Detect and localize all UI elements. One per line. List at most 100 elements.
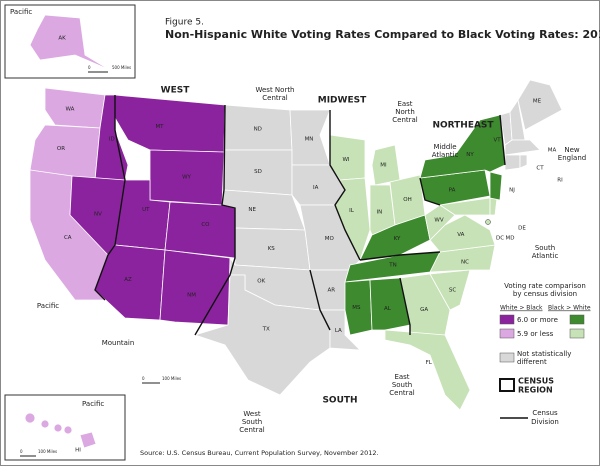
legend-label: different: [517, 358, 547, 366]
state-label: NC: [461, 259, 469, 265]
state-ak: [29, 14, 111, 71]
division-label: West: [243, 410, 260, 418]
island: [40, 419, 50, 429]
island: [24, 412, 36, 424]
state-dc: [485, 219, 491, 225]
division-label: Atlantic: [532, 252, 559, 260]
scale-label: 500 Miles: [112, 65, 131, 70]
division-label: Central: [262, 94, 288, 102]
division-label: Atlantic: [432, 151, 459, 159]
state-label: IA: [313, 185, 319, 191]
division-boundary: [359, 251, 441, 261]
region-label: MIDWEST: [318, 96, 367, 106]
division-label: Mountain: [102, 339, 135, 347]
scale-label: 100 Miles: [162, 376, 181, 381]
legend-swatch: [569, 314, 585, 325]
state-nc: [429, 244, 496, 273]
legend-header: White > Black: [500, 305, 543, 312]
state-ri: [519, 154, 528, 169]
state-label: AZ: [124, 277, 132, 283]
legend-label: REGION: [518, 386, 553, 395]
state-label: CT: [536, 166, 544, 172]
scale-label: 100 Miles: [38, 449, 57, 454]
island: [53, 423, 63, 433]
region-icon: [499, 378, 515, 392]
state-label: SC: [449, 287, 456, 293]
legend-label: 5.9 or less: [517, 330, 554, 338]
title: Non-Hispanic White Voting Rates Compared…: [165, 28, 600, 41]
legend-label: 6.0 or more: [517, 316, 558, 324]
state-label: DE: [518, 226, 526, 232]
state-label: OR: [57, 146, 65, 152]
state-label: CO: [201, 222, 210, 228]
division-boundary: [94, 95, 126, 301]
legend-header: Black > White: [548, 305, 591, 312]
ocean-label: Pacific: [82, 400, 104, 408]
state-label: MO: [325, 236, 335, 242]
state-label: NE: [248, 207, 256, 213]
division-label: Central: [239, 426, 265, 434]
region-label: SOUTH: [322, 396, 357, 406]
state-label: AK: [58, 36, 66, 42]
state-label: MN: [305, 137, 314, 143]
scale-label: 0: [142, 376, 145, 381]
region-label: NORTHEAST: [432, 121, 494, 131]
state-label: WI: [342, 157, 349, 163]
legend-swatch: [499, 352, 515, 363]
state-wa: [44, 87, 106, 129]
state-label: NM: [187, 293, 196, 299]
state-co: [164, 201, 236, 259]
state-label: NJ: [509, 188, 515, 194]
state-label: MS: [352, 305, 361, 311]
division-label: New: [564, 146, 580, 154]
state-label: OK: [257, 279, 265, 285]
state-label: MT: [155, 124, 164, 130]
state-label: LA: [335, 328, 342, 334]
state-label: ID: [109, 137, 115, 143]
state-label: TX: [262, 326, 270, 332]
division-label: Central: [392, 116, 418, 124]
division-label: England: [558, 154, 586, 162]
state-label: DC: [496, 236, 504, 242]
state-nj: [489, 171, 503, 201]
state-wv: [424, 204, 456, 241]
division-label: Pacific: [37, 302, 59, 310]
state-label: SD: [254, 169, 262, 175]
division-label: Middle: [433, 143, 456, 151]
island: [63, 425, 73, 435]
state-label: HI: [75, 448, 81, 454]
state-ms: [344, 279, 373, 336]
state-label: ME: [533, 99, 542, 105]
state-nm: [159, 249, 231, 326]
legend-label: Census: [532, 409, 558, 417]
state-label: IN: [377, 210, 383, 216]
state-label: RI: [557, 178, 563, 184]
state-mi: [371, 144, 401, 186]
division-label: West North: [255, 86, 294, 94]
state-label: MI: [380, 163, 387, 169]
state-label: FL: [426, 360, 433, 366]
state-al: [369, 277, 411, 331]
region-label: WEST: [161, 86, 191, 96]
division-label: South: [535, 244, 555, 252]
division-label: South: [242, 418, 262, 426]
state-label: AR: [327, 288, 335, 294]
legend-heading: Voting rate comparison: [504, 282, 586, 290]
legend-swatch: [499, 328, 515, 339]
legend-label: Not statistically: [517, 350, 571, 358]
source: Source: U.S. Census Bureau, Current Popu…: [140, 449, 379, 457]
legend-label: Division: [531, 418, 559, 426]
division-label: North: [395, 108, 415, 116]
state-tx: [193, 274, 331, 396]
state-label: WA: [66, 107, 75, 113]
state-label: ND: [254, 126, 262, 132]
state-label: NV: [94, 212, 102, 218]
division-boundary: [399, 277, 411, 335]
division-label: East: [394, 373, 409, 381]
state-label: PA: [449, 187, 456, 193]
state-me: [517, 79, 563, 131]
division-label: Central: [389, 389, 415, 397]
state-label: CA: [64, 235, 72, 241]
state-label: KS: [268, 246, 276, 252]
